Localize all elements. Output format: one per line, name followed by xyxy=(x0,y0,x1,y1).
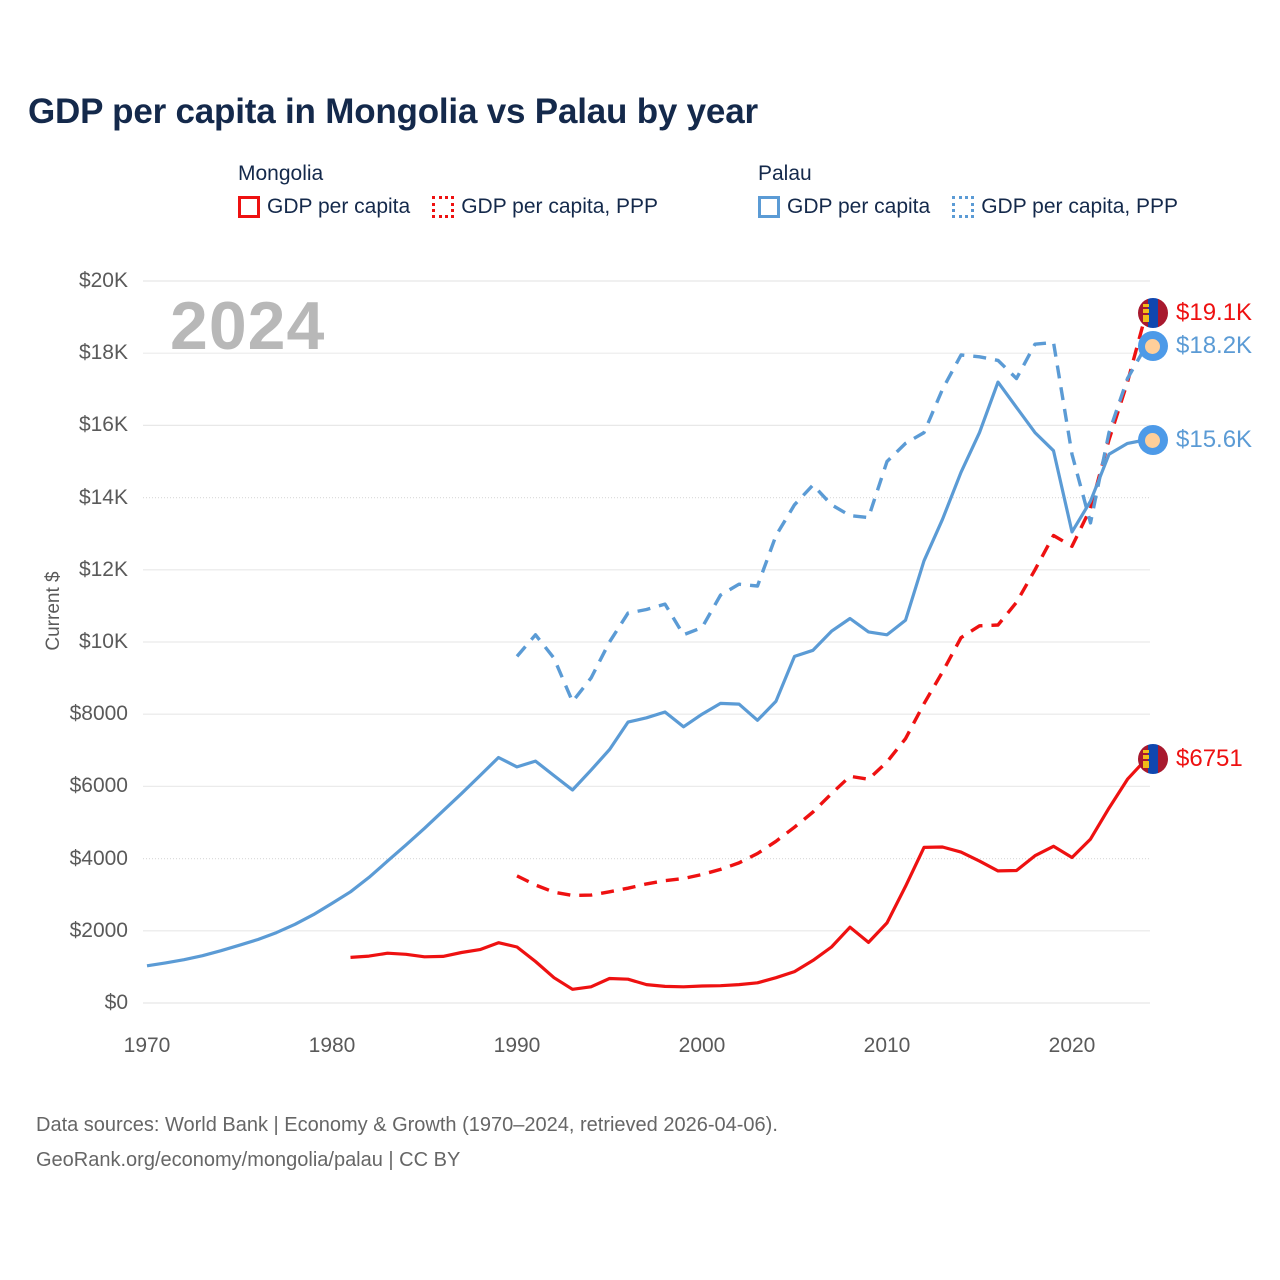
series-end-label: $15.6K xyxy=(1138,424,1253,455)
y-axis-tick-label: $20K xyxy=(78,269,128,292)
year-watermark: 2024 xyxy=(170,288,326,364)
end-label-value: $6751 xyxy=(1176,745,1243,773)
series-line xyxy=(516,313,1148,898)
palau-moon-icon xyxy=(1145,338,1160,354)
y-axis-tick-label: $8000 xyxy=(69,702,128,726)
legend-item-label: GDP per capita xyxy=(267,195,411,218)
x-axis-tick-label: 1990 xyxy=(493,1034,541,1057)
legend-group-palau: Palau GDP per capita GDP per capita, PPP xyxy=(758,162,1178,219)
y-axis-tick-label: $14K xyxy=(78,485,128,509)
y-axis-tick-label: $18K xyxy=(78,341,128,365)
series-end-label: $19.1K xyxy=(1138,298,1253,329)
legend-item-label: GDP per capita xyxy=(787,195,931,218)
soyombo-icon xyxy=(1143,750,1149,769)
x-axis-tick-label: 2020 xyxy=(1048,1034,1096,1057)
y-axis-tick-label: $4000 xyxy=(69,846,128,870)
legend-country-label: Mongolia xyxy=(238,162,324,185)
footer-sources: Data sources: World Bank | Economy & Gro… xyxy=(36,1114,778,1136)
legend-item-mongolia-gdp-ppp[interactable]: GDP per capita, PPP xyxy=(432,195,658,219)
x-axis-tick-label: 2010 xyxy=(863,1034,911,1057)
y-axis-tick-label: $16K xyxy=(78,413,128,437)
series-line xyxy=(350,758,1148,991)
legend-item-label: GDP per capita, PPP xyxy=(981,195,1179,218)
legend-item-mongolia-gdp[interactable]: GDP per capita xyxy=(238,195,410,219)
legend-country-label: Palau xyxy=(758,162,812,185)
y-axis-ticks: $0 $2000 $4000 $6000 $8000 $10K $12K $14K $16K $1… xyxy=(28,0,128,1280)
series-end-label: $6751 xyxy=(1138,744,1243,775)
legend-item-label: GDP per capita, PPP xyxy=(461,195,659,218)
legend-swatch-solid-icon xyxy=(238,196,260,218)
end-label-value: $18.2K xyxy=(1176,331,1253,359)
end-label-value: $15.6K xyxy=(1176,425,1253,453)
x-axis-tick-label: 2000 xyxy=(678,1034,726,1057)
y-axis-tick-label: $12K xyxy=(78,557,128,581)
mongolia-flag-icon xyxy=(1138,744,1168,775)
chart-legend: Mongolia GDP per capita GDP per capita, … xyxy=(238,162,1268,242)
x-axis-tick-label: 1980 xyxy=(308,1034,356,1057)
palau-flag-icon xyxy=(1138,424,1168,455)
mongolia-flag-icon xyxy=(1138,298,1168,329)
legend-item-palau-gdp-ppp[interactable]: GDP per capita, PPP xyxy=(952,195,1178,219)
legend-group-mongolia: Mongolia GDP per capita GDP per capita, … xyxy=(238,162,658,219)
legend-item-palau-gdp[interactable]: GDP per capita xyxy=(758,195,930,219)
palau-moon-icon xyxy=(1145,432,1160,448)
legend-swatch-dotted-icon xyxy=(952,196,975,218)
legend-swatch-dotted-icon xyxy=(432,196,455,218)
y-axis-tick-label: $2000 xyxy=(69,918,128,942)
series-line xyxy=(146,380,1147,968)
footer-attribution: GeoRank.org/economy/mongolia/palau | CC … xyxy=(36,1149,461,1171)
page-title: GDP per capita in Mongolia vs Palau by y… xyxy=(28,92,758,131)
series-end-label: $18.2K xyxy=(1138,330,1253,361)
y-axis-tick-label: $6000 xyxy=(69,774,128,798)
chart-footer: Data sources: World Bank | Economy & Gro… xyxy=(36,1108,778,1178)
soyombo-icon xyxy=(1143,304,1149,323)
legend-swatch-solid-icon xyxy=(758,196,780,218)
end-label-value: $19.1K xyxy=(1176,299,1253,327)
palau-flag-icon xyxy=(1138,330,1168,361)
y-axis-tick-label: $0 xyxy=(104,991,128,1014)
x-axis-tick-label: 1970 xyxy=(123,1034,171,1057)
series-line xyxy=(515,340,1148,704)
y-axis-tick-label: $10K xyxy=(78,630,128,653)
